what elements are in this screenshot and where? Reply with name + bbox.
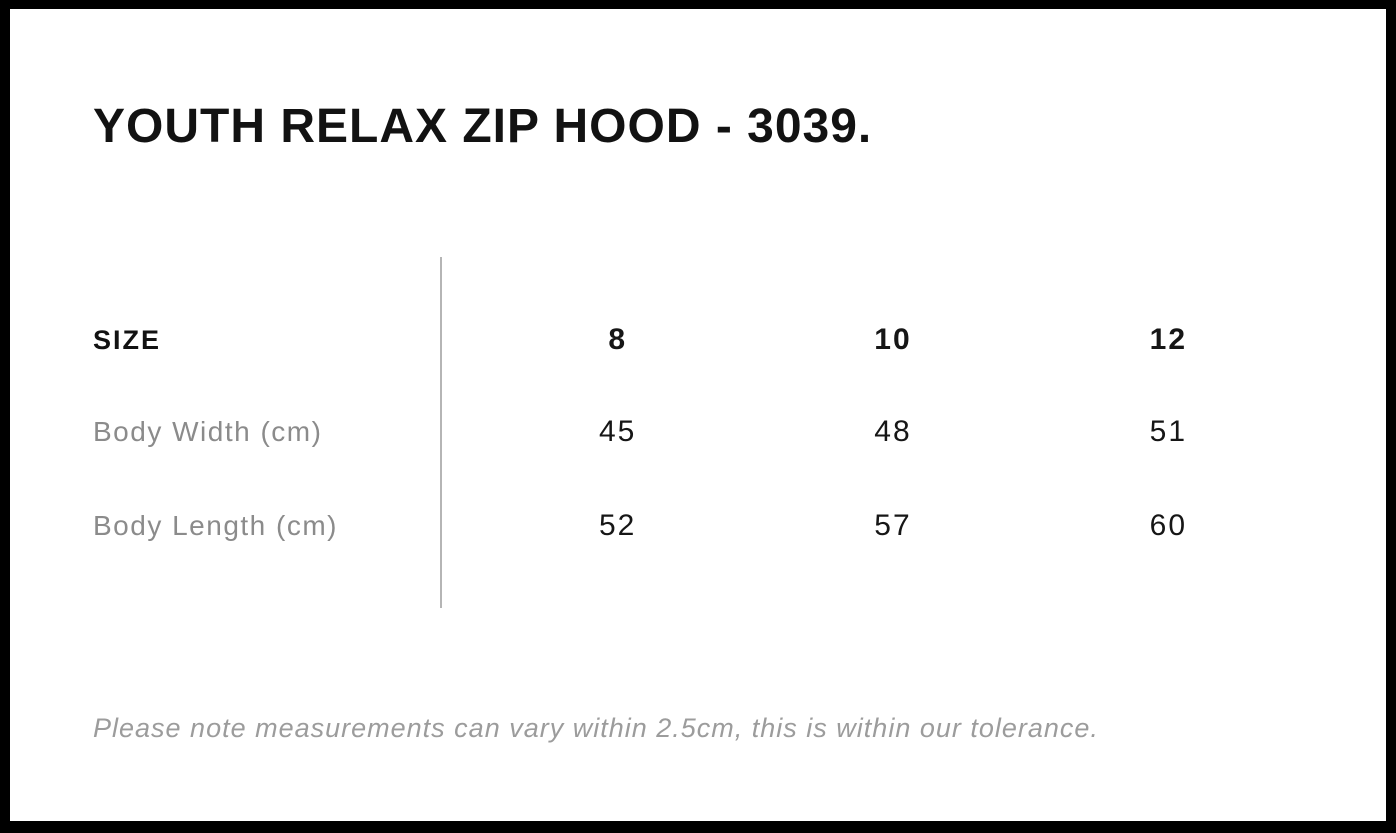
cell-body-width-10: 48 xyxy=(874,415,912,448)
table-row-body-length: Body Length (cm) 52 57 60 xyxy=(93,504,1306,548)
cell-body-length-12: 60 xyxy=(1149,509,1188,542)
product-title: YOUTH RELAX ZIP HOOD - 3039. xyxy=(93,100,873,153)
cell-body-width-8: 45 xyxy=(598,415,637,448)
table-divider xyxy=(440,257,442,608)
size-column-header-12: 12 xyxy=(1149,323,1188,356)
table-header-row: SIZE 8 10 12 xyxy=(93,318,1306,362)
tolerance-note: Please note measurements can vary within… xyxy=(93,713,1099,743)
table-row-body-width: Body Width (cm) 45 48 51 xyxy=(93,410,1306,454)
row-label-body-length: Body Length (cm) xyxy=(93,510,338,541)
row-label-body-width: Body Width (cm) xyxy=(93,416,323,447)
content-card xyxy=(10,9,1386,821)
size-column-header-8: 8 xyxy=(608,323,627,356)
cell-body-length-10: 57 xyxy=(874,509,912,542)
cell-body-length-8: 52 xyxy=(598,509,637,542)
size-column-header-10: 10 xyxy=(874,323,912,356)
cell-body-width-12: 51 xyxy=(1149,415,1188,448)
size-header-label: SIZE xyxy=(93,325,162,355)
